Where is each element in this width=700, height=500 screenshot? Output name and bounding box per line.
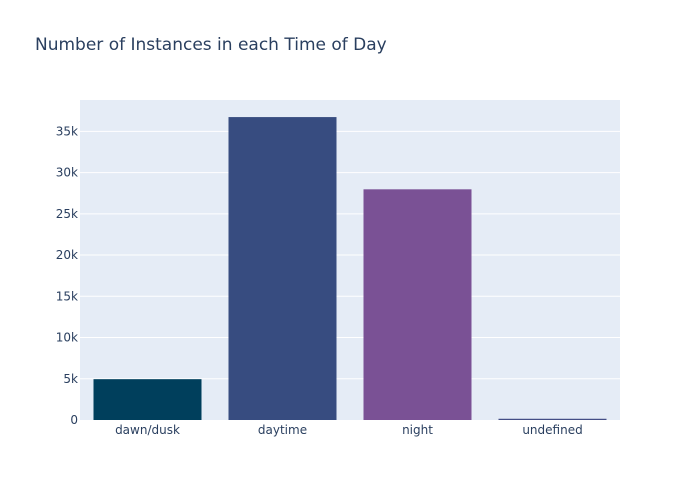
plot-area [80, 100, 620, 420]
x-tick-label: dawn/dusk [115, 423, 180, 437]
y-axis-ticks: 0 5k 10k 15k 20k 25k 30k 35k [56, 124, 78, 427]
bar [93, 379, 202, 420]
y-tick-label: 20k [56, 248, 78, 262]
chart-title: Number of Instances in each Time of Day [35, 35, 387, 55]
y-tick-label: 25k [56, 207, 78, 221]
bar [498, 418, 607, 420]
y-tick-label: 35k [56, 124, 78, 138]
x-axis-ticks: dawn/dusk daytime night undefined [115, 423, 583, 437]
y-tick-label: 15k [56, 289, 78, 303]
bars [93, 117, 607, 420]
x-tick-label: daytime [258, 423, 307, 437]
y-tick-label: 0 [70, 413, 78, 427]
bar [228, 117, 337, 420]
x-tick-label: night [402, 423, 433, 437]
bar [363, 189, 472, 420]
y-tick-label: 10k [56, 331, 78, 345]
y-tick-label: 30k [56, 166, 78, 180]
y-tick-label: 5k [63, 372, 78, 386]
gridlines [80, 130, 620, 380]
x-tick-label: undefined [522, 423, 582, 437]
